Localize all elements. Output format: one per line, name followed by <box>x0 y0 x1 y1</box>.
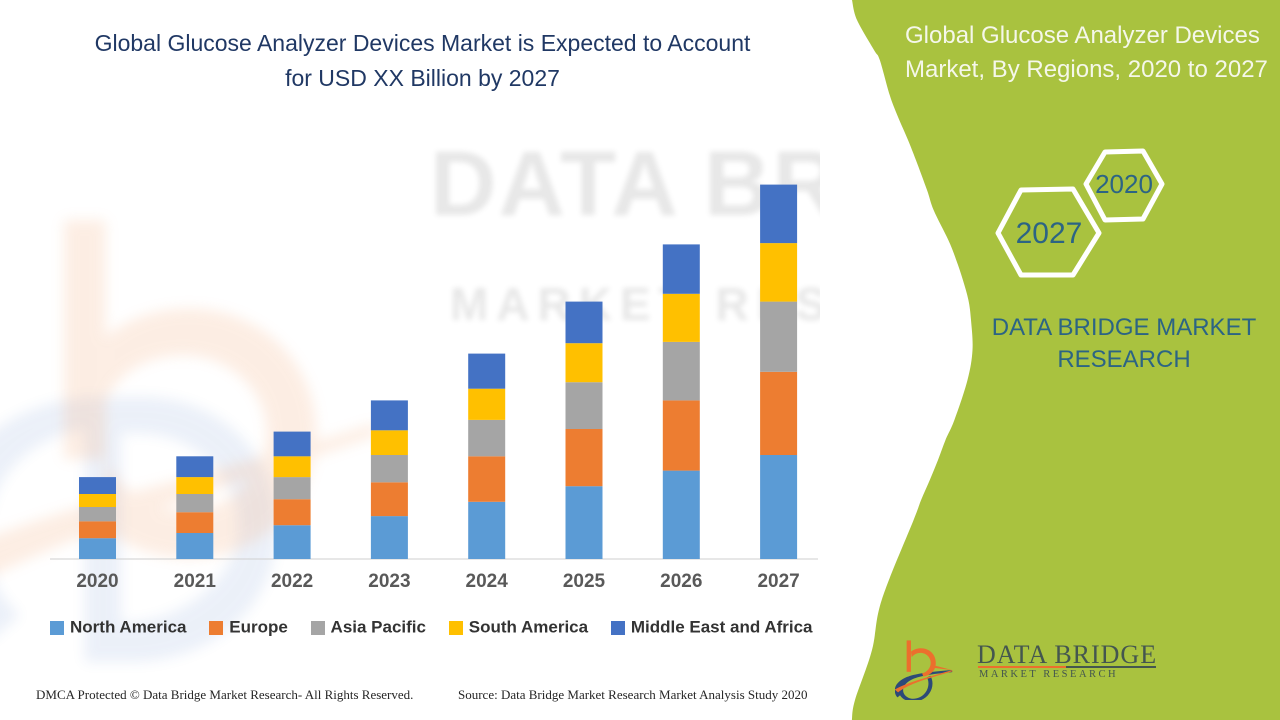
svg-text:2027: 2027 <box>1016 217 1083 250</box>
svg-text:DATA BRIDGE MARKET: DATA BRIDGE MARKET <box>992 314 1257 341</box>
svg-text:RESEARCH: RESEARCH <box>1057 346 1190 373</box>
svg-text:2020: 2020 <box>1095 169 1153 199</box>
